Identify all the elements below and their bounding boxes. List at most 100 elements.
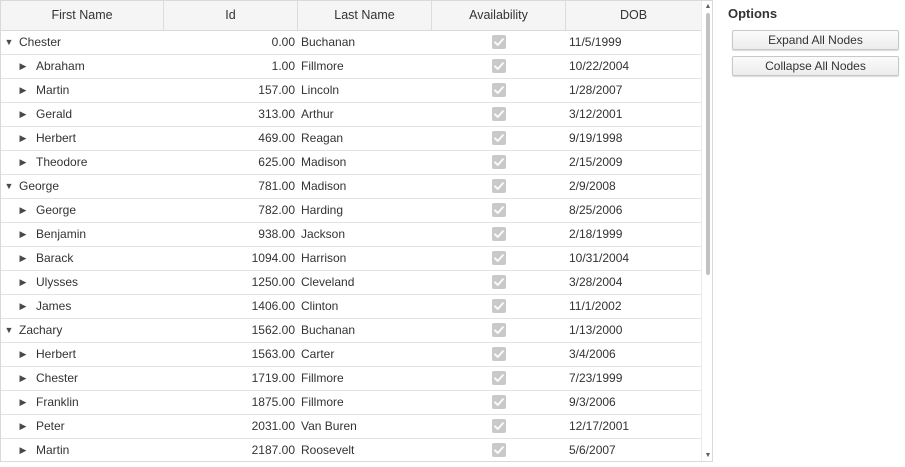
- scrollbar-thumb[interactable]: [706, 13, 710, 275]
- cell-last-name: Roosevelt: [301, 443, 355, 457]
- availability-checkbox[interactable]: [492, 130, 506, 145]
- triangle-down-icon[interactable]: ▼: [4, 181, 14, 191]
- cell-id: 781.00: [258, 179, 295, 193]
- tree-row-parent[interactable]: ▼ Zachary 1562.00 Buchanan 1/13/2000: [1, 319, 701, 343]
- tree-row-child[interactable]: ▶ Peter 2031.00 Van Buren 12/17/2001: [1, 415, 701, 439]
- triangle-right-icon[interactable]: ▶: [19, 445, 27, 455]
- triangle-right-icon[interactable]: ▶: [19, 133, 27, 143]
- check-icon: [494, 398, 504, 406]
- availability-checkbox[interactable]: [492, 34, 506, 49]
- check-icon: [494, 326, 504, 334]
- tree-row-child[interactable]: ▶ Martin 2187.00 Roosevelt 5/6/2007: [1, 439, 701, 461]
- column-header-first-name[interactable]: First Name: [1, 1, 164, 30]
- triangle-right-icon[interactable]: ▶: [19, 85, 27, 95]
- triangle-right-icon[interactable]: ▶: [19, 301, 27, 311]
- cell-dob: 9/19/1998: [569, 131, 623, 145]
- triangle-right-icon[interactable]: ▶: [19, 421, 27, 431]
- tree-row-child[interactable]: ▶ Abraham 1.00 Fillmore 10/22/2004: [1, 55, 701, 79]
- availability-checkbox[interactable]: [492, 178, 506, 193]
- availability-checkbox[interactable]: [492, 418, 506, 433]
- cell-first-name: ▼ George: [1, 175, 164, 198]
- triangle-right-icon[interactable]: ▶: [19, 373, 27, 383]
- vertical-scrollbar[interactable]: ▲ ▼: [701, 1, 712, 461]
- cell-dob: 11/5/1999: [569, 35, 622, 49]
- triangle-right-icon[interactable]: ▶: [19, 109, 27, 119]
- tree-row-parent[interactable]: ▼ Chester 0.00 Buchanan 11/5/1999: [1, 31, 701, 55]
- first-name-text: Abraham: [36, 59, 85, 73]
- cell-dob: 5/6/2007: [569, 443, 616, 457]
- column-header-availability[interactable]: Availability: [432, 1, 566, 30]
- availability-checkbox[interactable]: [492, 370, 506, 385]
- column-header-last-name[interactable]: Last Name: [298, 1, 432, 30]
- cell-first-name: ▶ Herbert: [1, 127, 164, 150]
- check-icon: [494, 254, 504, 262]
- column-header-id[interactable]: Id: [164, 1, 298, 30]
- availability-checkbox[interactable]: [492, 226, 506, 241]
- triangle-down-icon[interactable]: ▼: [4, 325, 14, 335]
- triangle-right-icon[interactable]: ▶: [19, 229, 27, 239]
- tree-row-child[interactable]: ▶ James 1406.00 Clinton 11/1/2002: [1, 295, 701, 319]
- cell-dob: 11/1/2002: [569, 299, 622, 313]
- cell-first-name: ▶ George: [1, 199, 164, 222]
- tree-row-child[interactable]: ▶ Gerald 313.00 Arthur 3/12/2001: [1, 103, 701, 127]
- check-icon: [494, 62, 504, 70]
- check-icon: [494, 86, 504, 94]
- first-name-text: Peter: [36, 419, 65, 433]
- cell-last-name: Van Buren: [301, 419, 357, 433]
- collapse-all-nodes-button[interactable]: Collapse All Nodes: [732, 56, 899, 76]
- first-name-text: Chester: [19, 35, 62, 49]
- tree-row-child[interactable]: ▶ Herbert 1563.00 Carter 3/4/2006: [1, 343, 701, 367]
- triangle-right-icon[interactable]: ▶: [19, 397, 27, 407]
- first-name-text: Chester: [36, 371, 79, 385]
- tree-row-parent[interactable]: ▼ George 781.00 Madison 2/9/2008: [1, 175, 701, 199]
- tree-row-child[interactable]: ▶ Martin 157.00 Lincoln 1/28/2007: [1, 79, 701, 103]
- triangle-right-icon[interactable]: ▶: [19, 205, 27, 215]
- cell-availability: [432, 271, 566, 294]
- cell-id: 1563.00: [251, 347, 295, 361]
- availability-checkbox[interactable]: [492, 154, 506, 169]
- tree-row-child[interactable]: ▶ Barack 1094.00 Harrison 10/31/2004: [1, 247, 701, 271]
- cell-id: 782.00: [258, 203, 295, 217]
- tree-grid[interactable]: First Name Id Last Name Availability DOB…: [0, 0, 713, 462]
- triangle-right-icon[interactable]: ▶: [19, 349, 27, 359]
- triangle-right-icon[interactable]: ▶: [19, 253, 27, 263]
- tree-row-child[interactable]: ▶ George 782.00 Harding 8/25/2006: [1, 199, 701, 223]
- check-icon: [494, 350, 504, 358]
- cell-dob: 8/25/2006: [569, 203, 623, 217]
- availability-checkbox[interactable]: [492, 274, 506, 289]
- scroll-down-icon[interactable]: ▼: [704, 452, 712, 459]
- triangle-down-icon[interactable]: ▼: [4, 37, 14, 47]
- availability-checkbox[interactable]: [492, 394, 506, 409]
- tree-row-child[interactable]: ▶ Franklin 1875.00 Fillmore 9/3/2006: [1, 391, 701, 415]
- cell-last-name: Fillmore: [301, 395, 344, 409]
- availability-checkbox[interactable]: [492, 250, 506, 265]
- availability-checkbox[interactable]: [492, 298, 506, 313]
- cell-last-name: Fillmore: [301, 59, 344, 73]
- availability-checkbox[interactable]: [492, 442, 506, 457]
- tree-row-child[interactable]: ▶ Chester 1719.00 Fillmore 7/23/1999: [1, 367, 701, 391]
- check-icon: [494, 134, 504, 142]
- tree-row-child[interactable]: ▶ Herbert 469.00 Reagan 9/19/1998: [1, 127, 701, 151]
- availability-checkbox[interactable]: [492, 322, 506, 337]
- availability-checkbox[interactable]: [492, 202, 506, 217]
- cell-id: 2187.00: [251, 443, 295, 457]
- column-header-dob[interactable]: DOB: [619, 8, 648, 22]
- cell-first-name: ▶ Martin: [1, 79, 164, 102]
- availability-checkbox[interactable]: [492, 58, 506, 73]
- triangle-right-icon[interactable]: ▶: [19, 277, 27, 287]
- availability-checkbox[interactable]: [492, 106, 506, 121]
- tree-row-child[interactable]: ▶ Theodore 625.00 Madison 2/15/2009: [1, 151, 701, 175]
- cell-first-name: ▶ Abraham: [1, 55, 164, 78]
- availability-checkbox[interactable]: [492, 82, 506, 97]
- scroll-up-icon[interactable]: ▲: [704, 3, 712, 10]
- first-name-text: Barack: [36, 251, 74, 265]
- cell-availability: [432, 55, 566, 78]
- availability-checkbox[interactable]: [492, 346, 506, 361]
- tree-row-child[interactable]: ▶ Benjamin 938.00 Jackson 2/18/1999: [1, 223, 701, 247]
- cell-id: 1.00: [271, 59, 295, 73]
- triangle-right-icon[interactable]: ▶: [19, 61, 27, 71]
- tree-row-child[interactable]: ▶ Ulysses 1250.00 Cleveland 3/28/2004: [1, 271, 701, 295]
- expand-all-nodes-button[interactable]: Expand All Nodes: [732, 30, 899, 50]
- cell-id: 0.00: [271, 35, 295, 49]
- triangle-right-icon[interactable]: ▶: [19, 157, 27, 167]
